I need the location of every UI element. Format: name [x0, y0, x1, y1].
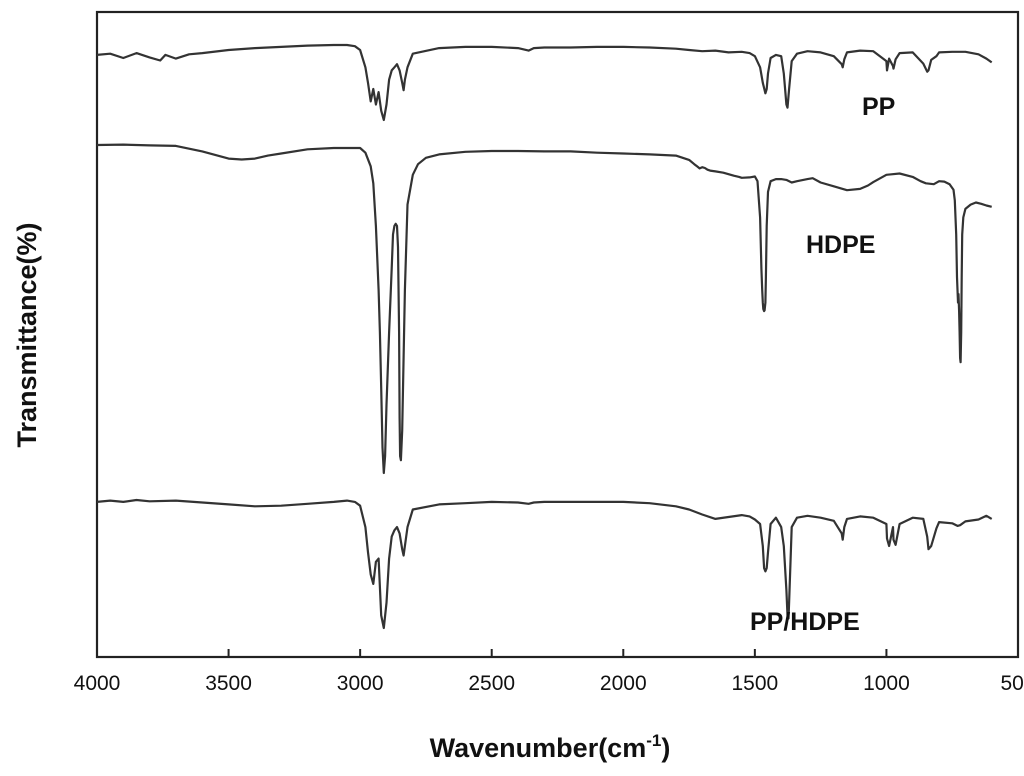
x-tick-label: 1500	[731, 672, 778, 695]
x-axis-title-superscript: -1	[646, 731, 661, 750]
y-axis-title: Transmittance(%)	[12, 222, 42, 447]
x-axis-tick-labels: 4000 3500 3000 2500 2000 1500 1000 500	[74, 672, 1024, 695]
x-axis-title-close: )	[661, 733, 670, 763]
x-tick-label: 3000	[337, 672, 384, 695]
x-axis-title: Wavenumber(cm-1)	[430, 731, 671, 763]
series-line-pp-hdpe	[96, 498, 993, 630]
x-axis-ticks	[96, 649, 1019, 657]
series-label-pp: PP	[862, 93, 895, 121]
spectra-series	[96, 43, 993, 630]
series-line-hdpe	[96, 143, 992, 475]
x-tick-label: 2500	[468, 672, 515, 695]
series-label-pp-hdpe: PP/HDPE	[750, 608, 860, 636]
x-tick-label: 3500	[205, 672, 252, 695]
x-tick-label: 500	[1000, 672, 1024, 695]
series-labels: PP HDPE PP/HDPE	[750, 93, 895, 636]
plot-area-frame	[95, 10, 1020, 659]
x-tick-label: 1000	[863, 672, 910, 695]
x-tick-label: 4000	[74, 672, 121, 695]
x-tick-label: 2000	[600, 672, 647, 695]
series-label-hdpe: HDPE	[806, 231, 875, 259]
series-line-pp	[96, 43, 993, 122]
